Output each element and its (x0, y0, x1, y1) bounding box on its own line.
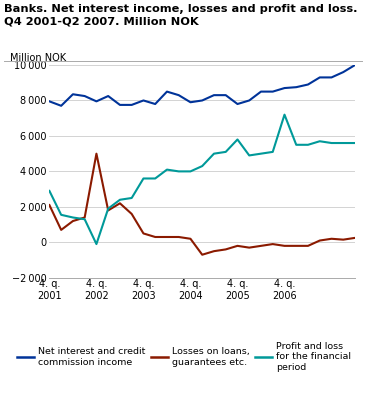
Legend: Net interest and credit
commission income, Losses on loans,
guarantees etc., Pro: Net interest and credit commission incom… (18, 342, 351, 372)
Text: Banks. Net interest income, losses and profit and loss.
Q4 2001-Q2 2007. Million: Banks. Net interest income, losses and p… (4, 4, 357, 26)
Text: Million NOK: Million NOK (10, 53, 66, 63)
